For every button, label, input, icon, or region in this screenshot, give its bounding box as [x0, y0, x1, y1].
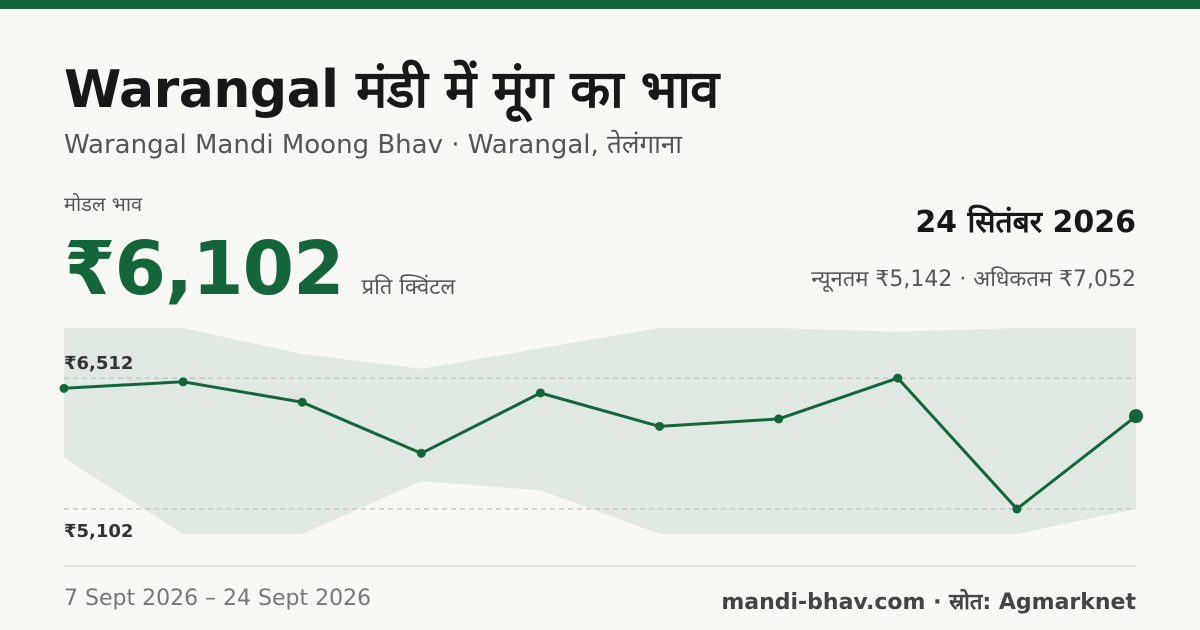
footer-source: mandi-bhav.com · स्रोत: Agmarknet	[721, 590, 1136, 615]
data-point	[178, 377, 188, 387]
data-point	[655, 421, 665, 431]
reference-line-label: ₹5,102	[64, 521, 133, 542]
data-point	[297, 397, 307, 407]
modal-price-line	[62, 376, 1138, 511]
modal-price-label: मोडल भाव	[64, 192, 143, 216]
latest-price-point	[1129, 409, 1143, 424]
price-date: 24 सितंबर 2026	[915, 205, 1136, 240]
page-title: Warangal मंडी में मूंग का भाव	[64, 60, 719, 120]
price-range: न्यूनतम ₹5,142 · अधिकतम ₹7,052	[811, 267, 1136, 292]
data-point	[535, 388, 545, 398]
price-unit: प्रति क्विंटल	[361, 275, 456, 300]
page-subtitle: Warangal Mandi Moong Bhav · Warangal, ते…	[64, 130, 683, 160]
data-point	[59, 383, 69, 393]
data-point	[416, 448, 426, 458]
footer-divider	[64, 565, 1136, 567]
data-point	[1012, 504, 1022, 514]
footer-date-range: 7 Sept 2026 – 24 Sept 2026	[64, 586, 372, 611]
reference-line-label: ₹6,512	[64, 353, 133, 374]
data-point	[774, 414, 784, 424]
price-row: ₹6,102 प्रति क्विंटल	[64, 226, 455, 312]
min-max-band	[64, 328, 1136, 534]
top-accent-bar	[0, 0, 1200, 9]
data-point	[893, 373, 903, 383]
modal-price-value: ₹6,102	[64, 226, 345, 312]
